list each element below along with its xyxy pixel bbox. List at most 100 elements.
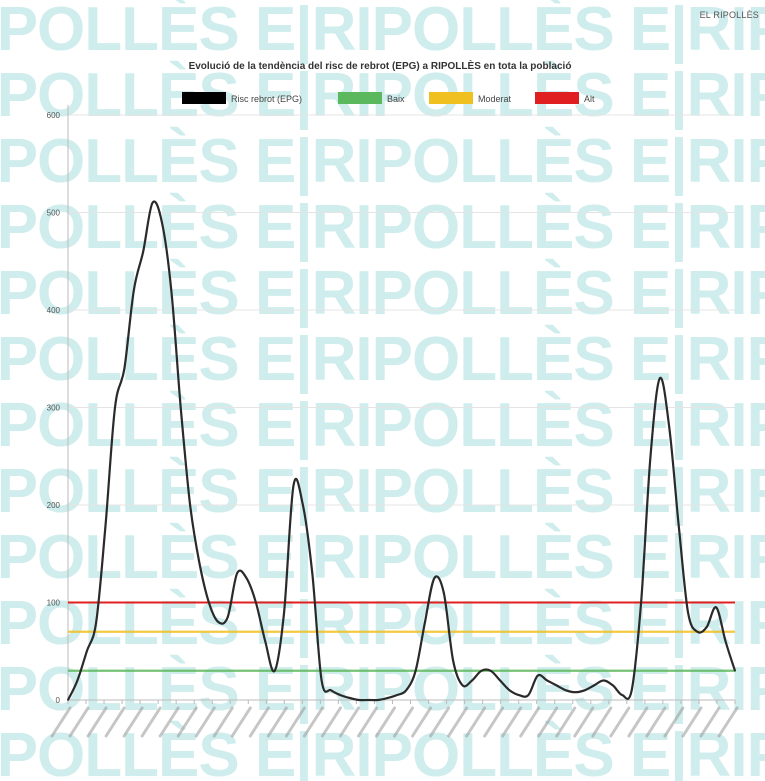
series-point [574,691,577,694]
x-tick-label [645,706,667,738]
x-tick-label [320,706,342,738]
x-tick-label [447,706,469,738]
series-point [705,625,708,628]
series-point [320,679,323,682]
x-tick-label [555,706,577,738]
series-point [527,694,530,697]
x-tick-label [86,706,108,738]
series-point [452,660,455,662]
x-tick-label [519,706,541,738]
series-point [499,679,502,682]
y-tick-label: 400 [47,306,61,315]
x-tick-label [591,706,613,738]
legend-label-moderate: Moderat [478,94,512,104]
series-point [621,694,624,697]
x-tick-label [411,706,433,738]
x-tick-label [248,706,270,738]
y-tick-label: 600 [47,111,61,120]
x-tick-label [212,706,234,738]
series-point [630,689,633,692]
series-point [264,640,267,643]
x-tick-label [140,706,162,738]
x-tick-label [122,706,144,738]
series-point [377,699,379,701]
x-tick-label [50,706,72,738]
series-point [593,684,595,687]
series-point [442,591,445,594]
series-point [414,669,417,672]
series-point [76,679,79,682]
x-tick-label [681,706,703,738]
series-point [424,621,426,623]
y-tick-label: 300 [47,404,61,413]
series-point [480,669,483,672]
x-tick-label [609,706,631,738]
x-tick-label [338,706,360,738]
series-point [546,679,549,682]
chart-title: Evolució de la tendència del risc de reb… [189,59,572,72]
x-tick-label [627,706,649,738]
x-tick-label [537,706,559,738]
x-tick-label [284,706,306,738]
series-point [95,621,98,623]
y-tick-label: 0 [56,696,61,705]
series-point [471,679,473,682]
x-tick-label [176,706,198,738]
x-tick-label [393,706,415,738]
series-point [555,684,558,687]
legend-swatch-moderate [429,92,473,104]
x-tick-label [483,706,505,738]
series-point [687,611,689,614]
series-point [85,650,88,653]
x-tick-label [230,706,252,738]
series-point [273,669,276,672]
series-point [358,699,361,701]
series-point [348,697,351,699]
series-point [67,699,69,701]
series-point [217,621,220,623]
series-point [734,669,736,672]
series-point [433,577,436,580]
legend-swatch-risk [182,92,226,104]
series-point [198,562,201,565]
x-tick-label [104,706,126,738]
brand-label: EL RIPOLLÈS [699,10,759,20]
series-point [236,572,238,575]
x-tick-label [465,706,487,738]
series-point [151,201,154,204]
series-point [245,577,248,580]
x-tick-label [158,706,180,738]
series-point [640,601,642,604]
x-tick-label [374,706,396,738]
series-point [367,699,370,701]
x-tick-label [266,706,288,738]
x-tick-label [699,706,721,738]
series-point [114,406,116,409]
series-point [161,221,163,224]
legend-label-high: Alt [584,94,595,104]
series-point [405,689,408,692]
series-point [395,694,398,697]
series-point [311,572,314,575]
y-tick-label: 100 [47,599,61,608]
series-point [518,694,520,697]
series-point [677,523,680,526]
series-point [668,426,671,428]
legend-label-low: Baix [387,94,405,104]
series-point [226,616,229,619]
legend-label-risk: Risc rebrot (EPG) [231,94,302,104]
series-point [489,669,492,672]
x-tick-label [302,706,324,738]
series-point [208,601,210,604]
series-point [565,689,567,692]
legend-swatch-low [338,92,382,104]
series-point [508,689,511,692]
x-tick-label [194,706,216,738]
series-point [330,689,332,692]
series-point [649,455,652,458]
series-point [602,679,605,682]
series-point [301,504,304,506]
series-point [461,684,464,687]
